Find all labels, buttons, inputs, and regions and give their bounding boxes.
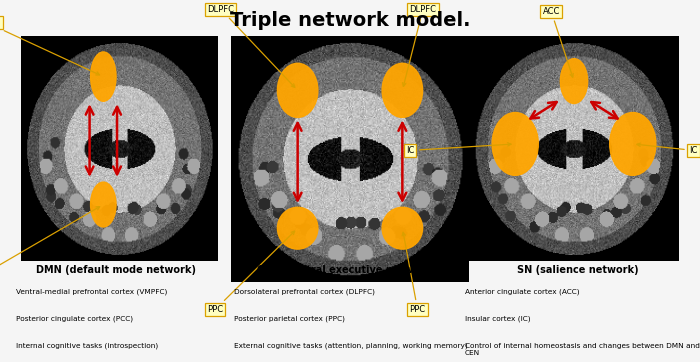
- Text: DMN (default mode network): DMN (default mode network): [36, 265, 195, 274]
- Text: External cognitive tasks (attention, planning, working memory): External cognitive tasks (attention, pla…: [234, 343, 468, 349]
- Text: Anterior cingulate cortex (ACC): Anterior cingulate cortex (ACC): [465, 288, 580, 295]
- Text: Triple network model.: Triple network model.: [230, 11, 470, 30]
- Ellipse shape: [382, 207, 423, 249]
- Text: DLPFC: DLPFC: [207, 5, 295, 87]
- Text: IC: IC: [406, 143, 511, 155]
- Ellipse shape: [492, 113, 538, 175]
- Text: Insular cortex (IC): Insular cortex (IC): [465, 315, 531, 322]
- Text: Dorsolateral prefrontal cortex (DLPFC): Dorsolateral prefrontal cortex (DLPFC): [234, 288, 374, 295]
- Text: Internal cognitive tasks (introspection): Internal cognitive tasks (introspection): [15, 343, 158, 349]
- Text: SN (salience network): SN (salience network): [517, 265, 638, 274]
- Text: PCC: PCC: [0, 207, 99, 281]
- Text: ACC: ACC: [542, 7, 573, 77]
- Ellipse shape: [382, 63, 423, 117]
- Text: Control of internal homeostasis and changes between DMN and CEN: Control of internal homeostasis and chan…: [465, 343, 700, 356]
- Text: Posterior parietal cortex (PPC): Posterior parietal cortex (PPC): [234, 315, 345, 322]
- Text: PPC: PPC: [402, 232, 426, 314]
- Ellipse shape: [90, 52, 116, 101]
- Ellipse shape: [277, 207, 318, 249]
- Ellipse shape: [277, 63, 318, 117]
- Text: DLPFC: DLPFC: [402, 5, 437, 86]
- Text: IC: IC: [637, 143, 698, 155]
- Ellipse shape: [560, 59, 587, 104]
- Text: Ventral-medial prefrontal cortex (VMPFC): Ventral-medial prefrontal cortex (VMPFC): [15, 288, 167, 295]
- Text: Posterior cingulate cortex (PCC): Posterior cingulate cortex (PCC): [15, 315, 133, 322]
- Text: CEN (central executive network): CEN (central executive network): [257, 265, 436, 274]
- Text: VMPFC: VMPFC: [0, 18, 99, 75]
- Ellipse shape: [610, 113, 656, 175]
- Ellipse shape: [90, 182, 116, 227]
- Text: PPC: PPC: [207, 231, 295, 314]
